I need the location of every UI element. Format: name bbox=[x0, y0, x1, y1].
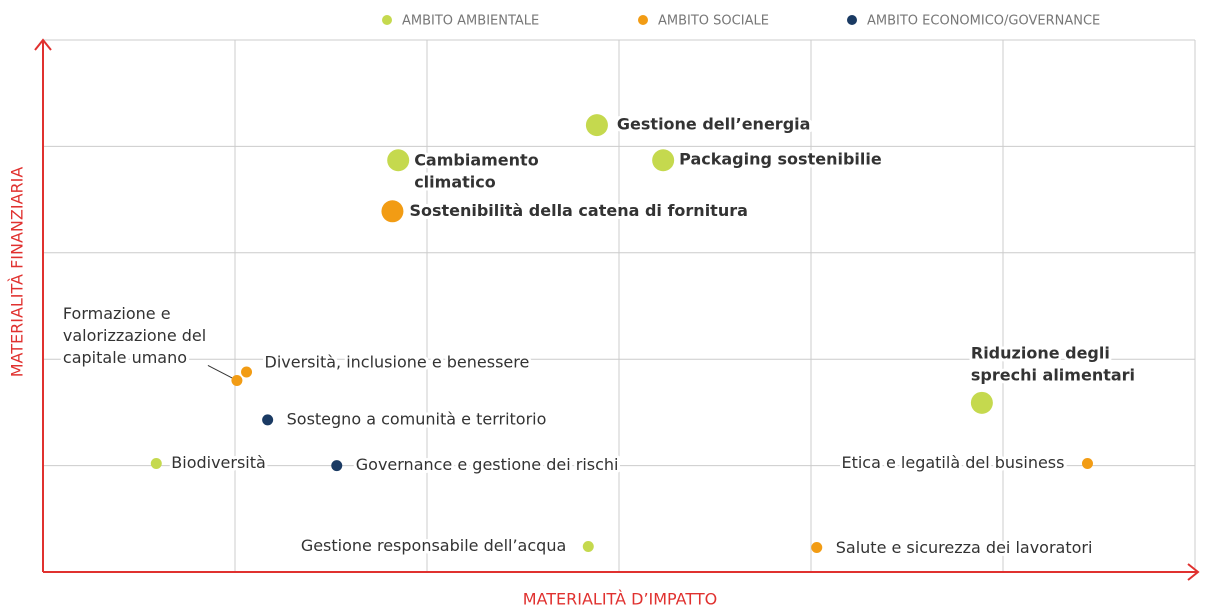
point-label: capitale umano bbox=[63, 348, 187, 367]
point-label: Salute e sicurezza dei lavoratori bbox=[836, 538, 1093, 557]
legend-label: AMBITO SOCIALE bbox=[658, 14, 769, 29]
point-label: climatico bbox=[414, 173, 496, 192]
legend-marker bbox=[382, 15, 392, 25]
point-label: valorizzazione del bbox=[63, 326, 206, 345]
point-label: Formazione e bbox=[63, 304, 171, 323]
point bbox=[652, 149, 675, 172]
point-label: Gestione responsabile dell’acqua bbox=[301, 536, 566, 555]
x-axis-arrow bbox=[1187, 563, 1200, 581]
point-label: Sostegno a comunità e territorio bbox=[287, 409, 547, 428]
point-label: Packaging sostenibilie bbox=[679, 150, 882, 169]
point bbox=[811, 542, 823, 554]
point bbox=[387, 149, 410, 172]
point-label: Gestione dell’energia bbox=[617, 115, 811, 134]
legend-marker bbox=[847, 15, 857, 25]
point-label: Biodiversità bbox=[171, 453, 266, 472]
y-axis-arrow bbox=[34, 38, 52, 51]
grid bbox=[43, 39, 1196, 572]
point-label: Diversità, inclusione e benessere bbox=[265, 352, 530, 371]
legend-marker bbox=[638, 15, 648, 25]
point bbox=[970, 391, 993, 414]
point bbox=[582, 540, 594, 552]
point bbox=[381, 200, 404, 223]
point-label: Riduzione degli bbox=[971, 343, 1110, 362]
y-axis-title: MATERIALITÀ FINANZIARIA bbox=[8, 167, 27, 378]
point bbox=[150, 457, 162, 469]
point-label: Sostenibilità della catena di fornitura bbox=[409, 201, 747, 220]
point bbox=[241, 366, 253, 378]
point-label: Governance e gestione dei rischi bbox=[356, 455, 619, 474]
x-axis-title: MATERIALITÀ D’IMPATTO bbox=[523, 590, 717, 609]
point-label: Cambiamento bbox=[414, 151, 539, 170]
point bbox=[331, 460, 343, 472]
point bbox=[262, 414, 274, 426]
point bbox=[231, 374, 243, 386]
point-label: sprechi alimentari bbox=[971, 365, 1135, 384]
legend-label: AMBITO AMBIENTALE bbox=[402, 14, 539, 29]
point bbox=[585, 114, 608, 137]
point bbox=[1081, 457, 1093, 469]
legend-label: AMBITO ECONOMICO/GOVERNANCE bbox=[867, 14, 1100, 29]
point-label: Etica e legatilà del business bbox=[841, 453, 1064, 472]
